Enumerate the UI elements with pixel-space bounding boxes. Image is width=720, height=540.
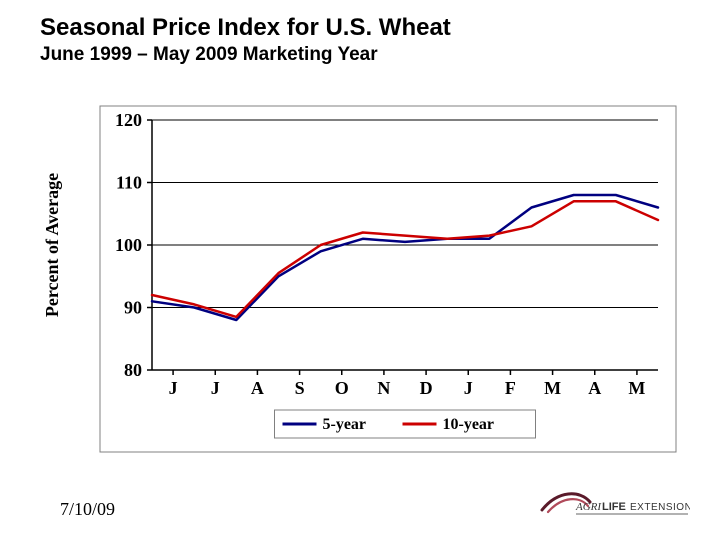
slide: Seasonal Price Index for U.S. Wheat June… xyxy=(0,0,720,540)
svg-text:90: 90 xyxy=(124,298,142,318)
svg-text:AGRI: AGRI xyxy=(575,501,602,513)
svg-text:Percent of Average: Percent of Average xyxy=(42,173,62,317)
svg-text:D: D xyxy=(420,378,433,398)
svg-text:F: F xyxy=(505,378,516,398)
svg-text:J: J xyxy=(464,378,473,398)
chart-subtitle: June 1999 – May 2009 Marketing Year xyxy=(40,44,378,66)
line-chart: 80 90 100 110 120 J J A S O N D J F M A M Percent of Aver… xyxy=(40,100,680,460)
svg-text:J: J xyxy=(211,378,220,398)
svg-text:110: 110 xyxy=(116,173,142,193)
svg-text:100: 100 xyxy=(115,235,142,255)
slide-date: 7/10/09 xyxy=(60,499,115,520)
agrilife-logo: AGRILIFE EXTENSION xyxy=(540,488,690,522)
svg-text:M: M xyxy=(628,378,645,398)
svg-text:EXTENSION: EXTENSION xyxy=(630,502,690,513)
svg-text:A: A xyxy=(588,378,601,398)
svg-text:O: O xyxy=(335,378,349,398)
chart-title: Seasonal Price Index for U.S. Wheat xyxy=(40,14,451,42)
svg-text:80: 80 xyxy=(124,360,142,380)
svg-text:J: J xyxy=(169,378,178,398)
svg-text:N: N xyxy=(377,378,390,398)
svg-text:A: A xyxy=(251,378,264,398)
svg-text:120: 120 xyxy=(115,110,142,130)
svg-text:10-year: 10-year xyxy=(443,416,495,433)
svg-text:5-year: 5-year xyxy=(323,416,367,433)
svg-text:LIFE: LIFE xyxy=(602,501,626,513)
svg-text:M: M xyxy=(544,378,561,398)
svg-text:S: S xyxy=(295,378,305,398)
